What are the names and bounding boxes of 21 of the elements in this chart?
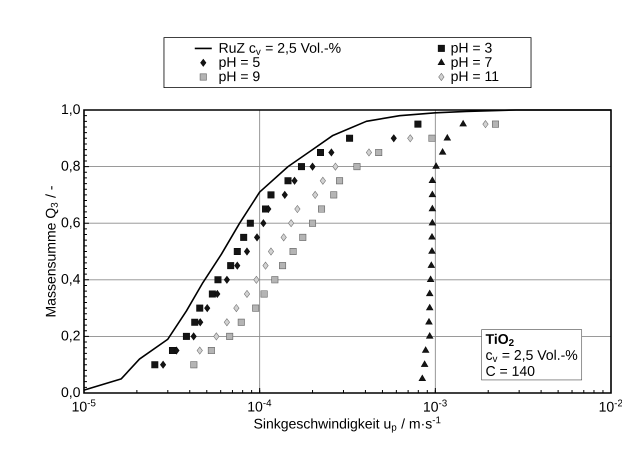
x-tick-label: 10$^{-5}$ — [72, 400, 96, 412]
legend-label: pH = 7 — [452, 57, 492, 70]
annotation: C = 140 — [486, 366, 534, 376]
x-axis-title: Sinkgeschwindigkeit u$_{p}$ / m·s$^{-1}$ — [254, 416, 440, 433]
y-tick-label: 0,4 — [62, 274, 80, 286]
legend-label: pH = 5 — [219, 57, 260, 70]
y-tick-label: 0,8 — [62, 160, 80, 172]
annotation: TiO$_{2}$ — [486, 334, 514, 346]
x-tick-label: 10$^{-4}$ — [248, 400, 272, 412]
x-tick-label: 10$^{-3}$ — [424, 400, 447, 412]
legend-label: RuZ c$_{v}$ = 2,5 Vol.-% — [220, 42, 341, 55]
y-axis-title: Massensumme Q$_{3}$ / - — [45, 186, 58, 316]
y-tick-label: 0,6 — [62, 217, 80, 229]
legend-label: pH = 11 — [452, 71, 498, 84]
y-tick-label: 0,2 — [62, 330, 80, 342]
y-tick-label: 0,0 — [62, 387, 80, 399]
legend-label: pH = 9 — [219, 71, 260, 84]
x-tick-label: 10$^{-2}$ — [600, 400, 622, 412]
y-tick-label: 1,0 — [62, 104, 80, 116]
annotation: c$_{v}$ = 2,5 Vol.-% — [486, 350, 578, 362]
legend-label: pH = 3 — [452, 42, 492, 56]
